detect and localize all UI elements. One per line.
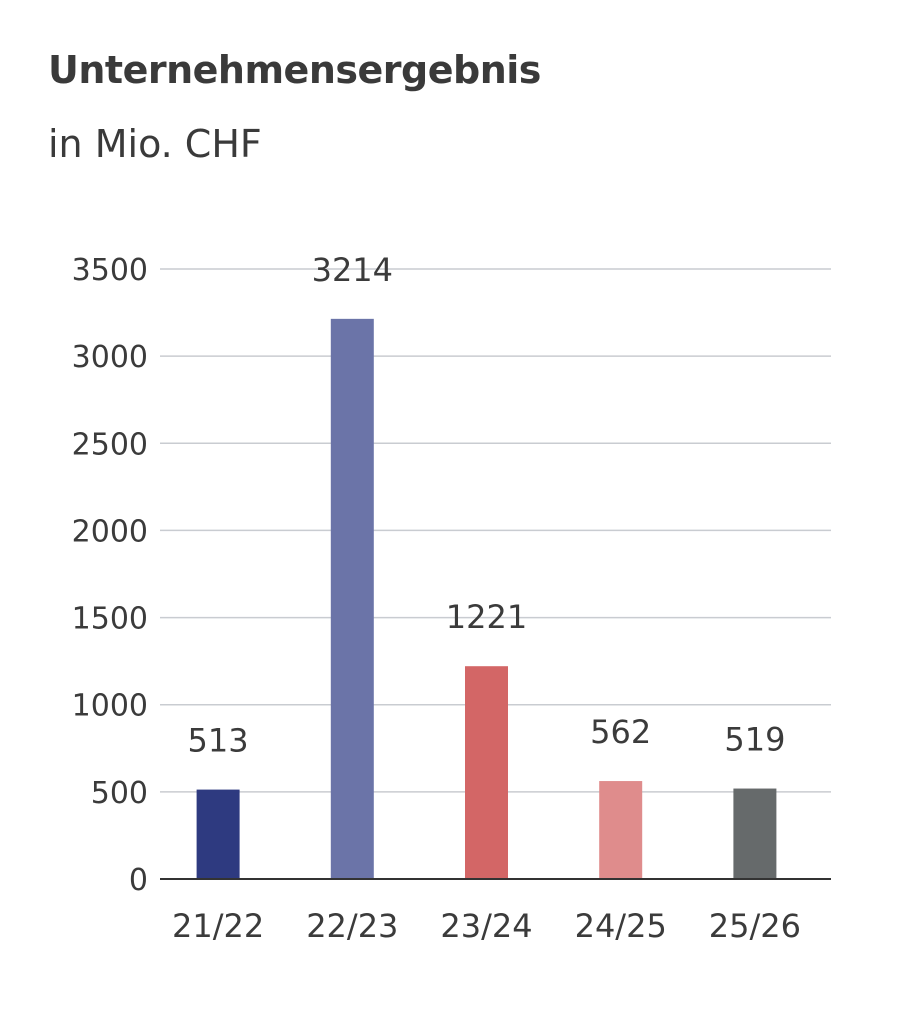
chart-subtitle: in Mio. CHF xyxy=(48,122,262,166)
y-tick-label: 3500 xyxy=(72,253,148,288)
data-labels: 513 3214 1221 562 519 xyxy=(188,251,786,760)
bar-21-22 xyxy=(196,789,240,879)
data-label: 562 xyxy=(590,713,651,751)
y-axis-ticks: 0 500 1000 1500 2000 2500 3000 3500 xyxy=(72,253,148,898)
y-tick-label: 2500 xyxy=(72,427,148,462)
bar-22-23 xyxy=(330,318,374,879)
chart-title: Unternehmensergebnis xyxy=(48,48,541,92)
x-tick-label: 24/25 xyxy=(575,907,667,945)
x-tick-label: 25/26 xyxy=(709,907,801,945)
y-tick-label: 1000 xyxy=(72,689,148,724)
y-tick-label: 0 xyxy=(129,863,148,898)
x-tick-label: 23/24 xyxy=(440,907,532,945)
x-tick-label: 21/22 xyxy=(172,907,264,945)
x-axis-ticks: 21/22 22/23 23/24 24/25 25/26 xyxy=(172,907,801,945)
data-label: 519 xyxy=(724,721,785,759)
x-tick-label: 22/23 xyxy=(306,907,398,945)
bars xyxy=(196,318,777,879)
data-label: 513 xyxy=(188,722,249,760)
y-tick-label: 1500 xyxy=(72,602,148,637)
y-tick-label: 500 xyxy=(91,776,148,811)
y-tick-label: 2000 xyxy=(72,514,148,549)
data-label: 1221 xyxy=(446,598,527,636)
bar-25-26 xyxy=(733,788,777,879)
bar-24-25 xyxy=(599,781,643,879)
bar-23-24 xyxy=(465,666,508,879)
data-label: 3214 xyxy=(312,251,393,289)
y-tick-label: 3000 xyxy=(72,340,148,375)
gridlines xyxy=(160,268,831,793)
